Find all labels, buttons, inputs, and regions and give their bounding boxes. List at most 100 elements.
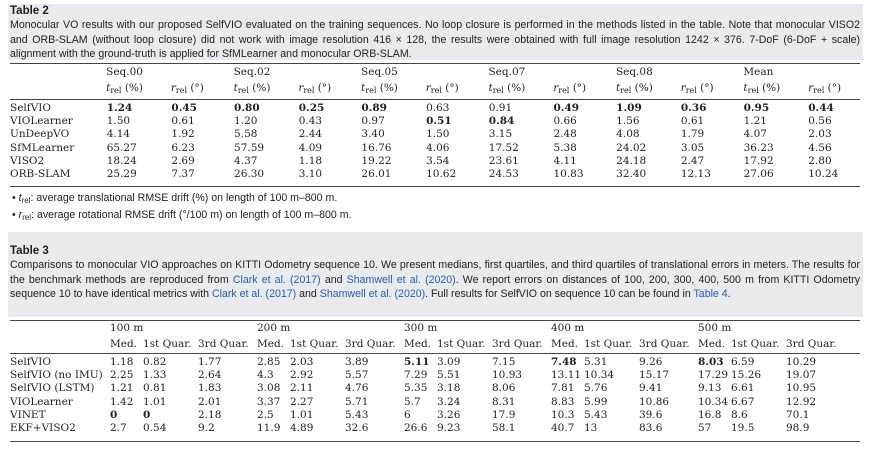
value-cell: 10.3 [551,408,575,421]
caption-text: . [727,288,731,300]
value-cell: 15.26 [731,369,762,382]
value-cell: 17.9 [492,408,516,421]
value-cell: 9.41 [639,382,663,395]
value-cell: 10.34 [698,395,729,408]
value-cell: 10.24 [808,168,839,181]
stat-header: Med. [257,338,285,351]
table-row: VINET 0 0 2.18 2.5 1.01 5.43 6 3.26 17.9 10.3 5.43 3… [10,409,845,422]
metric-subscript: rel [747,85,759,95]
method-name: SfMLearner [10,141,75,154]
metric-subscript: rel [430,85,442,95]
method-name: SelfVIO [10,356,51,368]
metric-symbol: r [680,81,686,94]
caption-text: and [296,288,320,300]
value-cell: 1.50 [426,128,450,141]
stat-header: Med. [404,338,432,351]
metric-label: rrel (°) [426,82,459,95]
table-reference-link[interactable]: Table 4 [693,288,728,300]
value-cell: 1.18 [298,154,323,167]
value-cell: 27.06 [743,168,774,181]
value-cell: 2.64 [198,369,222,382]
metric-subscript: rel [813,85,825,95]
group-header-row: Seq.00 Seq.02 Seq.05 Seq.07 Seq.08 Mean [10,64,871,81]
value-cell: 10.34 [584,369,615,382]
value-cell: 1.01 [290,408,314,421]
value-cell: 83.6 [639,422,663,435]
value-cell: 2.48 [553,128,577,141]
citation-link[interactable]: Shamwell et al. (2020) [319,288,426,300]
value-cell: 1.21 [743,115,767,128]
value-cell: 32.6 [345,422,369,435]
value-cell: 2.85 [257,356,281,368]
value-cell: 6.61 [731,382,755,395]
table-row: SelfVIO (LSTM) 1.21 0.81 1.83 3.08 2.11 4.76 5.… [10,382,845,395]
metric-symbol: t [106,81,111,94]
caption-text: . We report errors on distances of 100, … [10,273,860,301]
value-cell: 0.45 [171,102,197,114]
sequence-header: Seq.07 [488,65,526,78]
value-cell: 65.27 [106,141,137,154]
citation-link[interactable]: Clark et al. (2017) [232,273,321,286]
value-cell: 0.44 [808,102,834,114]
value-cell: 70.1 [786,408,810,421]
value-cell: 0.91 [488,102,513,114]
metric-unit: (%) [121,81,143,94]
value-cell: 4.76 [345,382,369,395]
value-cell: 4.14 [106,128,131,141]
stat-header: 1st Quar. [290,338,339,351]
value-cell: 10.95 [786,382,817,395]
metric-subscript: rel [685,85,697,95]
table2-caption-band [8,4,863,60]
value-cell: 6.23 [171,141,195,154]
sequence-header: Seq.02 [233,65,271,78]
value-cell: 9.2 [198,422,215,435]
stat-header-row: Med. 1st Quar. 3rd Quar. Med. 1st Quar. 3rd Q… [10,337,845,353]
metric-unit: (°) [314,81,332,94]
table-row: UnDeepVO 4.14 1.92 5.58 2.44 3.40 1.50 3.15 2.48… [10,128,871,141]
value-cell: 0.66 [553,115,577,128]
value-cell: 9.26 [639,356,663,368]
stat-header: 3rd Quar. [786,338,837,351]
value-cell: 2.27 [290,395,314,408]
value-cell: 4.56 [808,141,832,154]
metric-symbol: r [298,81,304,94]
value-cell: 0.49 [553,102,580,114]
value-cell: 5.31 [584,356,608,368]
value-cell: 5.51 [437,369,461,382]
value-cell: 10.86 [639,395,670,408]
table-row: VISO2 18.24 2.69 4.37 1.18 19.22 3.54 23.61 4.11… [10,155,871,168]
value-cell: 19.07 [786,369,817,382]
stat-header: 1st Quar. [143,338,192,351]
value-cell: 1.20 [234,115,258,128]
empty-cell [10,64,106,81]
value-cell: 4.08 [616,128,640,141]
value-cell: 8.83 [551,395,575,408]
metric-subscript: rel [492,85,504,95]
value-cell: 10.62 [426,168,457,181]
metric-label: rrel (°) [680,81,714,95]
method-name: VIOLearner [10,395,73,408]
citation-link[interactable]: Shamwell et al. (2020) [346,273,456,286]
t-rel-header: trel (%) [234,81,299,98]
table3-header-rule [10,353,860,354]
metric-label: rrel (°) [298,81,332,95]
value-cell: 2.92 [290,369,314,382]
metric-label: trel (%) [488,82,525,95]
value-cell: 5.76 [584,382,608,395]
value-cell: 18.24 [106,154,137,167]
value-cell: 17.29 [698,369,729,382]
value-cell: 3.10 [298,168,323,181]
metric-unit: (°) [824,81,842,94]
value-cell: 17.52 [488,141,519,154]
stat-header: 1st Quar. [584,338,633,351]
value-cell: 57.59 [234,141,265,154]
value-cell: 12.92 [786,395,817,408]
value-cell: 0.43 [298,115,323,128]
stat-header: 3rd Quar. [492,338,543,351]
metric-unit: (°) [696,81,714,94]
value-cell: 1.83 [198,382,222,395]
value-cell: 5.58 [234,128,258,141]
metric-subscript: rel [620,85,632,95]
citation-link[interactable]: Clark et al. (2017) [211,288,297,300]
table2-body: SelfVIO 1.24 0.45 0.80 0.25 0.89 0.63 0.91 0.49 1… [10,102,871,181]
